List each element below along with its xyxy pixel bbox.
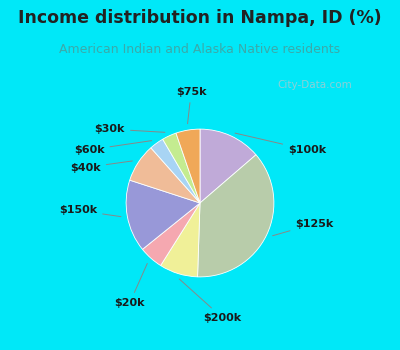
Wedge shape — [198, 155, 274, 277]
Text: Income distribution in Nampa, ID (%): Income distribution in Nampa, ID (%) — [18, 9, 382, 27]
Text: $200k: $200k — [179, 279, 241, 323]
Text: $60k: $60k — [74, 141, 152, 155]
Wedge shape — [163, 133, 200, 203]
Text: $20k: $20k — [114, 264, 147, 308]
Text: $125k: $125k — [273, 219, 334, 236]
Text: American Indian and Alaska Native residents: American Indian and Alaska Native reside… — [60, 43, 340, 56]
Wedge shape — [161, 203, 200, 277]
Text: $30k: $30k — [95, 124, 165, 134]
Wedge shape — [200, 129, 256, 203]
Wedge shape — [142, 203, 200, 266]
Wedge shape — [176, 129, 200, 203]
Text: $40k: $40k — [70, 161, 132, 173]
Text: $100k: $100k — [235, 133, 326, 155]
Text: City-Data.com: City-Data.com — [277, 79, 352, 90]
Wedge shape — [126, 180, 200, 249]
Wedge shape — [130, 148, 200, 203]
Text: $150k: $150k — [59, 205, 121, 217]
Wedge shape — [151, 139, 200, 203]
Text: $75k: $75k — [176, 87, 206, 124]
